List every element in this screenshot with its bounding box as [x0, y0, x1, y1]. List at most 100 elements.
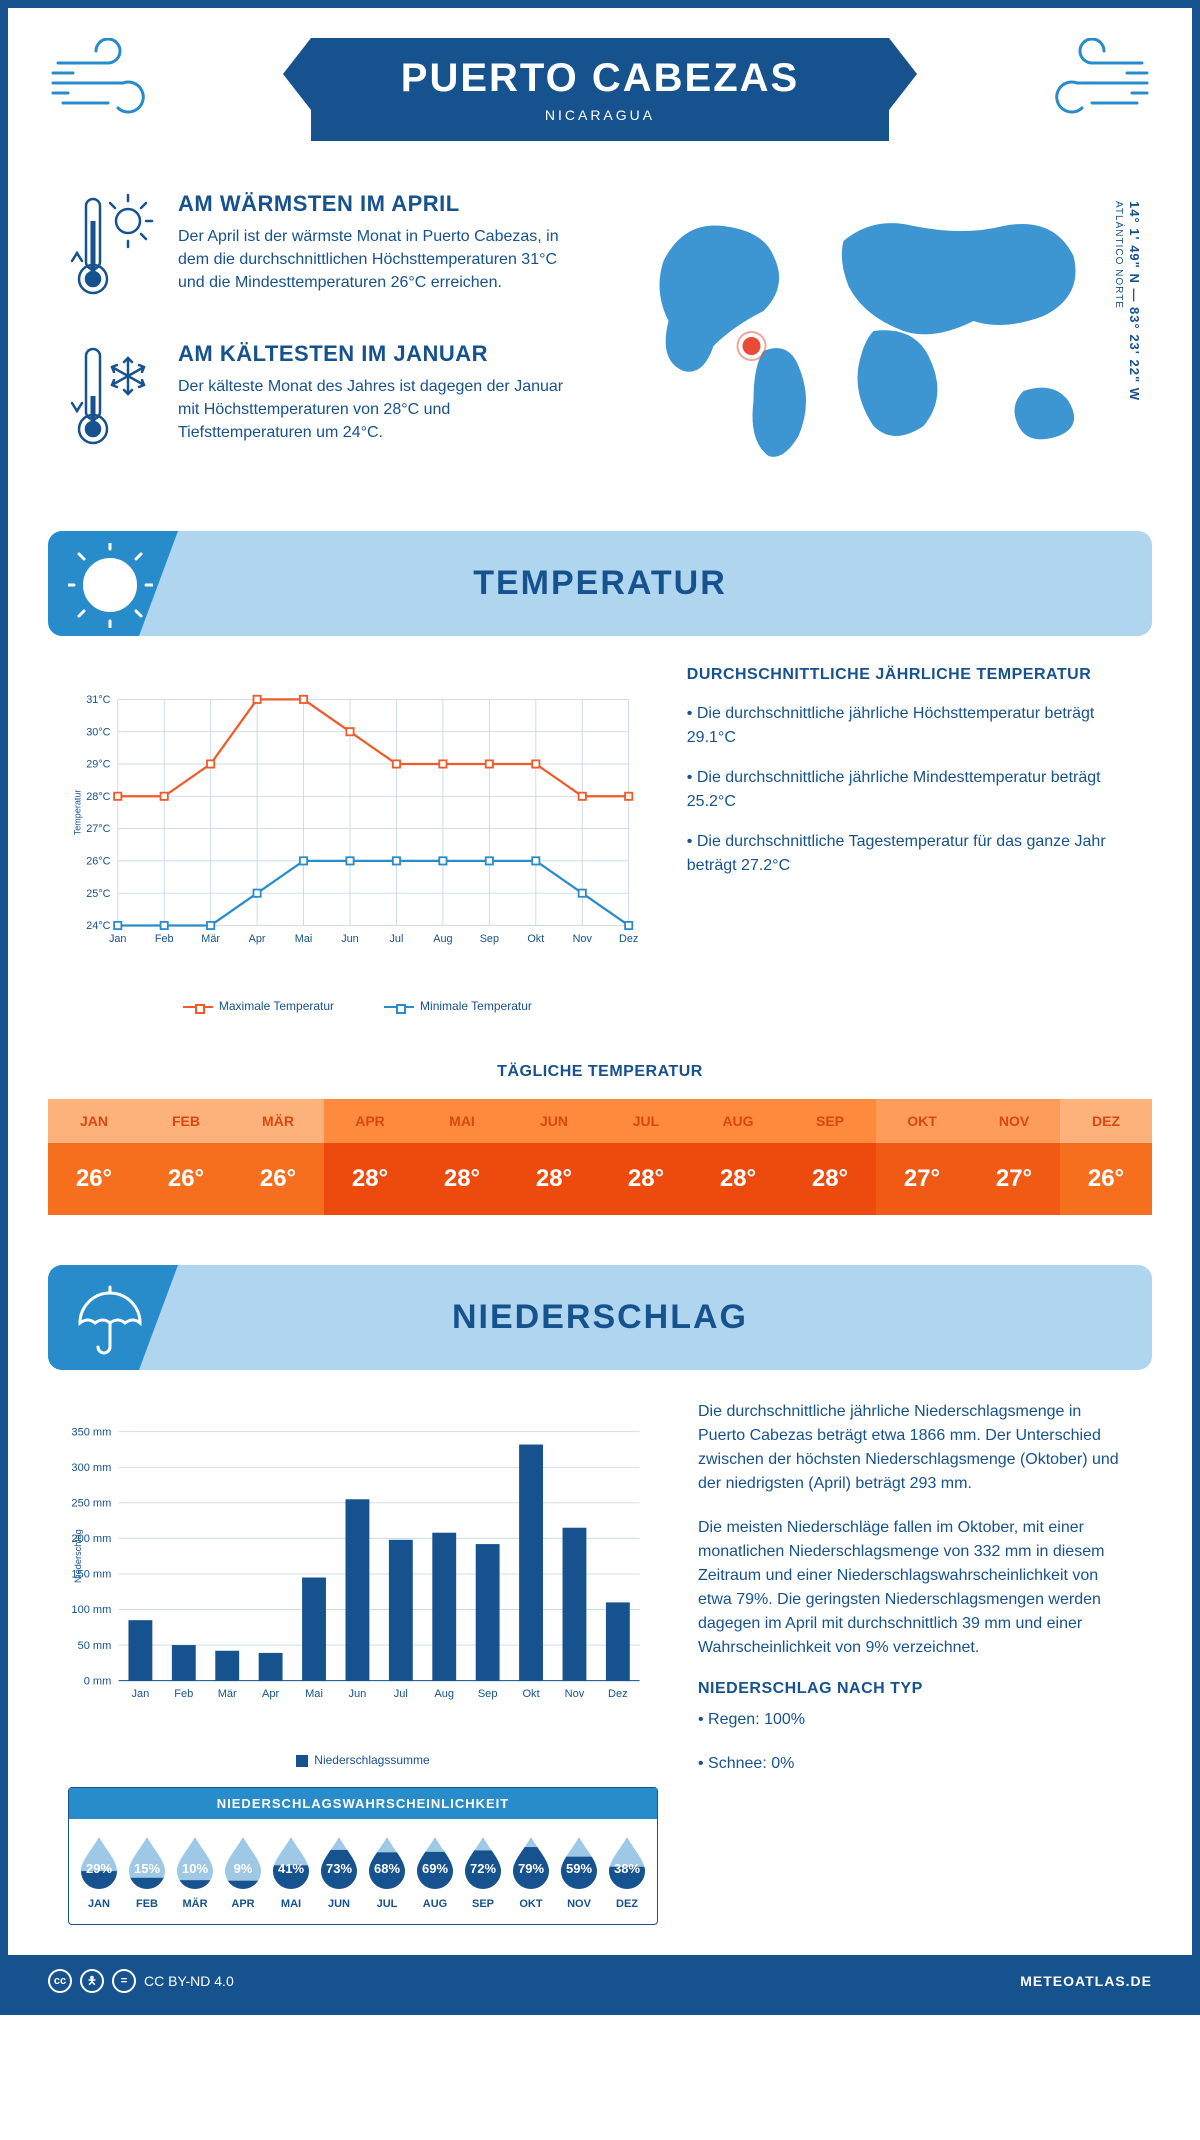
svg-text:100 mm: 100 mm — [71, 1604, 111, 1616]
cc-icon: cc — [48, 1969, 72, 1993]
temperature-legend: Maximale Temperatur Minimale Temperatur — [68, 999, 647, 1013]
precipitation-bar-chart: 0 mm50 mm100 mm150 mm200 mm250 mm300 mm3… — [68, 1400, 658, 1740]
daily-temp-column: AUG 28° — [692, 1099, 784, 1215]
daily-temp-title: TÄGLICHE TEMPERATUR — [8, 1063, 1192, 1081]
svg-text:Sep: Sep — [478, 1688, 498, 1700]
probability-drop: 29% JAN — [75, 1833, 123, 1910]
probability-drop: 69% AUG — [411, 1833, 459, 1910]
daily-temp-column: APR 28° — [324, 1099, 416, 1215]
svg-text:72%: 72% — [470, 1861, 496, 1876]
svg-text:Okt: Okt — [527, 933, 544, 945]
daily-temp-column: JUN 28° — [508, 1099, 600, 1215]
coldest-text: Der kälteste Monat des Jahres ist dagege… — [178, 375, 585, 445]
city-title: PUERTO CABEZAS — [401, 56, 799, 101]
svg-text:Aug: Aug — [434, 1688, 454, 1700]
daily-temp-column: JAN 26° — [48, 1099, 140, 1215]
precip-type-point: • Regen: 100% — [698, 1708, 1132, 1732]
svg-text:Niederschlag: Niederschlag — [73, 1529, 83, 1583]
svg-text:Mär: Mär — [218, 1688, 237, 1700]
svg-text:Okt: Okt — [522, 1688, 539, 1700]
thermometer-sun-icon — [68, 191, 158, 301]
svg-text:250 mm: 250 mm — [71, 1498, 111, 1510]
svg-text:68%: 68% — [374, 1861, 400, 1876]
probability-drop: 73% JUN — [315, 1833, 363, 1910]
svg-text:Sep: Sep — [480, 933, 499, 945]
svg-text:24°C: 24°C — [86, 920, 110, 932]
temperature-info: DURCHSCHNITTLICHE JÄHRLICHE TEMPERATUR •… — [687, 666, 1132, 1013]
precip-para-1: Die durchschnittliche jährliche Niedersc… — [698, 1400, 1132, 1496]
precipitation-title: NIEDERSCHLAG — [452, 1298, 748, 1337]
svg-text:Temperatur: Temperatur — [73, 790, 83, 836]
svg-text:Nov: Nov — [573, 933, 593, 945]
probability-drop: 9% APR — [219, 1833, 267, 1910]
warmest-fact: AM WÄRMSTEN IM APRIL Der April ist der w… — [68, 191, 585, 301]
warmest-text: Der April ist der wärmste Monat in Puert… — [178, 225, 585, 295]
svg-text:10%: 10% — [182, 1861, 208, 1876]
probability-box: NIEDERSCHLAGSWAHRSCHEINLICHKEIT 29% JAN … — [68, 1787, 658, 1925]
map-panel: ATLÁNTICO NORTE 14° 1' 49" N — 83° 23' 2… — [615, 191, 1132, 491]
svg-text:300 mm: 300 mm — [71, 1462, 111, 1474]
svg-text:15%: 15% — [134, 1861, 160, 1876]
thermometer-snow-icon — [68, 341, 158, 451]
svg-text:Jul: Jul — [394, 1688, 408, 1700]
license-block: cc 🯅 = CC BY-ND 4.0 — [48, 1969, 234, 1993]
footer: cc 🯅 = CC BY-ND 4.0 METEOATLAS.DE — [8, 1955, 1192, 2007]
intro-section: AM WÄRMSTEN IM APRIL Der April ist der w… — [8, 191, 1192, 531]
nd-icon: = — [112, 1969, 136, 1993]
svg-text:Jan: Jan — [131, 1688, 149, 1700]
world-map-icon — [615, 191, 1132, 471]
svg-text:31°C: 31°C — [86, 694, 110, 706]
daily-temp-column: DEZ 26° — [1060, 1099, 1152, 1215]
precipitation-info: Die durchschnittliche jährliche Niedersc… — [698, 1400, 1132, 1925]
svg-text:29°C: 29°C — [86, 759, 110, 771]
svg-text:9%: 9% — [234, 1861, 253, 1876]
svg-text:26°C: 26°C — [86, 855, 110, 867]
coldest-fact: AM KÄLTESTEN IM JANUAR Der kälteste Mona… — [68, 341, 585, 451]
warmest-title: AM WÄRMSTEN IM APRIL — [178, 191, 585, 217]
daily-temp-column: NOV 27° — [968, 1099, 1060, 1215]
svg-text:30°C: 30°C — [86, 726, 110, 738]
precipitation-legend: Niederschlagssumme — [68, 1753, 658, 1767]
svg-text:38%: 38% — [614, 1861, 640, 1876]
title-banner: PUERTO CABEZAS NICARAGUA — [311, 38, 889, 141]
svg-text:Feb: Feb — [155, 933, 174, 945]
probability-drop: 68% JUL — [363, 1833, 411, 1910]
umbrella-icon — [68, 1277, 153, 1362]
svg-text:Jun: Jun — [349, 1688, 367, 1700]
svg-text:Jul: Jul — [390, 933, 404, 945]
site-name: METEOATLAS.DE — [1020, 1973, 1152, 1989]
coldest-title: AM KÄLTESTEN IM JANUAR — [178, 341, 585, 367]
svg-text:79%: 79% — [518, 1861, 544, 1876]
temp-info-point: • Die durchschnittliche jährliche Höchst… — [687, 702, 1132, 750]
precipitation-section-head: NIEDERSCHLAG — [48, 1265, 1152, 1370]
svg-text:Mär: Mär — [201, 933, 220, 945]
svg-text:59%: 59% — [566, 1861, 592, 1876]
temperature-line-chart: 24°C25°C26°C27°C28°C29°C30°C31°CJanFebMä… — [68, 666, 647, 1013]
svg-text:28°C: 28°C — [86, 791, 110, 803]
probability-drop: 41% MAI — [267, 1833, 315, 1910]
daily-temp-column: JUL 28° — [600, 1099, 692, 1215]
temp-info-point: • Die durchschnittliche Tagestemperatur … — [687, 830, 1132, 878]
svg-text:69%: 69% — [422, 1861, 448, 1876]
svg-text:Mai: Mai — [305, 1688, 323, 1700]
svg-text:Jan: Jan — [109, 933, 126, 945]
svg-text:29%: 29% — [86, 1861, 112, 1876]
temp-info-title: DURCHSCHNITTLICHE JÄHRLICHE TEMPERATUR — [687, 666, 1132, 684]
wind-icon — [48, 38, 168, 128]
probability-title: NIEDERSCHLAGSWAHRSCHEINLICHKEIT — [69, 1788, 657, 1819]
svg-text:350 mm: 350 mm — [71, 1426, 111, 1438]
probability-drop: 15% FEB — [123, 1833, 171, 1910]
svg-text:Apr: Apr — [249, 933, 266, 945]
daily-temp-table: JAN 26°FEB 26°MÄR 26°APR 28°MAI 28°JUN 2… — [48, 1099, 1152, 1215]
svg-text:Feb: Feb — [174, 1688, 193, 1700]
svg-text:Dez: Dez — [608, 1688, 628, 1700]
svg-text:Aug: Aug — [433, 933, 452, 945]
probability-drop: 10% MÄR — [171, 1833, 219, 1910]
probability-drop: 38% DEZ — [603, 1833, 651, 1910]
daily-temp-column: OKT 27° — [876, 1099, 968, 1215]
svg-text:Jun: Jun — [341, 933, 358, 945]
probability-drop: 79% OKT — [507, 1833, 555, 1910]
by-icon: 🯅 — [80, 1969, 104, 1993]
svg-text:50 mm: 50 mm — [78, 1640, 112, 1652]
country-subtitle: NICARAGUA — [401, 107, 799, 123]
